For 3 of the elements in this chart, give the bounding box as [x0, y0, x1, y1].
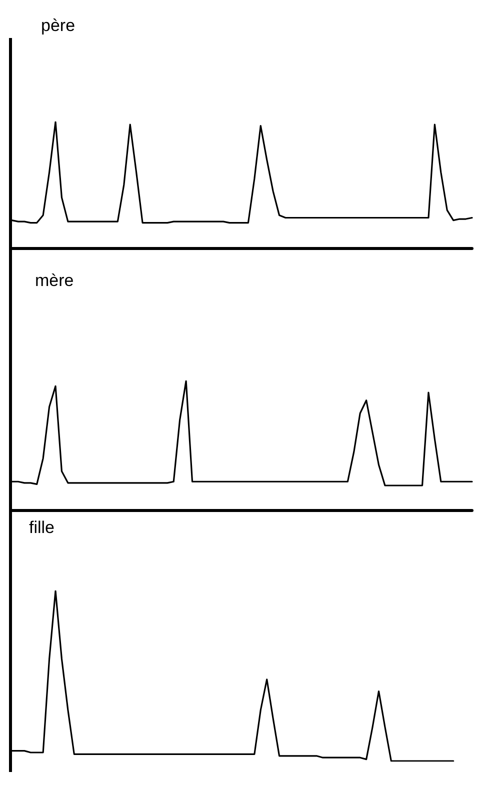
chart-title: mère [35, 271, 74, 290]
chart-title: fille [29, 518, 55, 537]
chart-title: père [41, 16, 76, 35]
